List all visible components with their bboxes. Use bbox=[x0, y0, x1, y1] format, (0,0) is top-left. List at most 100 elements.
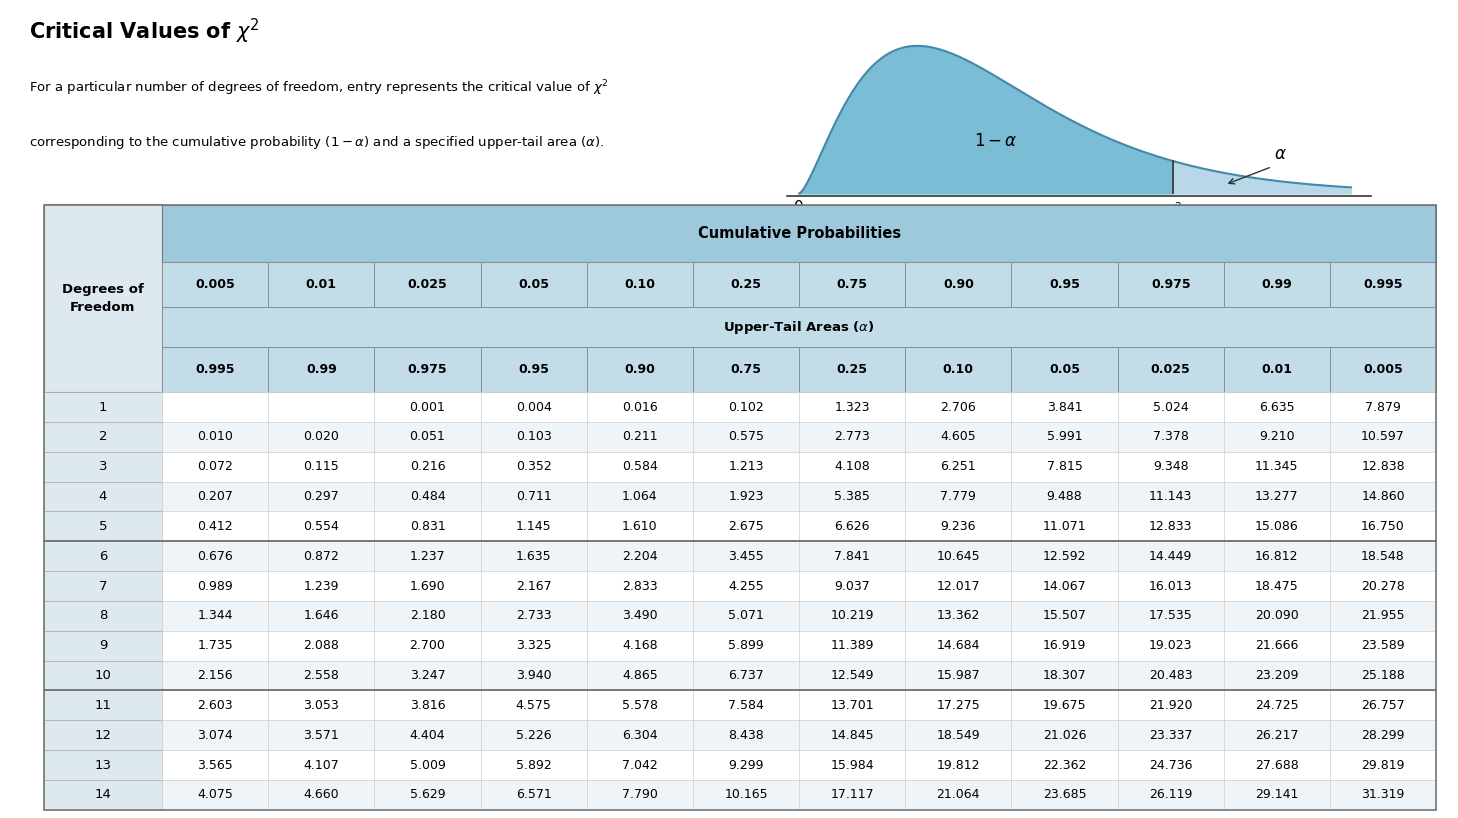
Text: 22.362: 22.362 bbox=[1042, 758, 1086, 771]
Bar bbox=[375, 262, 481, 308]
Text: 13: 13 bbox=[95, 758, 111, 771]
Bar bbox=[1223, 452, 1330, 482]
Bar bbox=[268, 347, 375, 392]
Text: 3.053: 3.053 bbox=[303, 699, 340, 712]
Bar bbox=[799, 780, 905, 810]
Text: 2.180: 2.180 bbox=[410, 609, 445, 622]
Bar bbox=[1118, 452, 1223, 482]
Text: 3.841: 3.841 bbox=[1047, 401, 1082, 414]
Bar bbox=[1012, 262, 1118, 308]
Text: $\alpha$: $\alpha$ bbox=[1273, 145, 1286, 163]
Text: 20.278: 20.278 bbox=[1362, 580, 1406, 592]
Text: 29.141: 29.141 bbox=[1255, 789, 1299, 802]
Text: 0.01: 0.01 bbox=[306, 278, 337, 291]
Text: 28.299: 28.299 bbox=[1362, 729, 1406, 742]
Bar bbox=[268, 542, 375, 571]
Text: 1.323: 1.323 bbox=[834, 401, 870, 414]
Text: 4.168: 4.168 bbox=[623, 639, 658, 652]
Bar bbox=[799, 571, 905, 601]
Bar bbox=[481, 661, 586, 690]
Text: 6.626: 6.626 bbox=[834, 520, 870, 533]
Text: 0.115: 0.115 bbox=[303, 461, 340, 474]
Text: 14.860: 14.860 bbox=[1362, 490, 1406, 503]
Bar bbox=[1223, 601, 1330, 631]
Text: 21.064: 21.064 bbox=[936, 789, 980, 802]
Bar bbox=[1330, 631, 1436, 661]
Bar bbox=[1118, 690, 1223, 721]
Bar bbox=[375, 482, 481, 511]
Text: 0.216: 0.216 bbox=[410, 461, 445, 474]
Text: 0.352: 0.352 bbox=[516, 461, 551, 474]
Bar bbox=[162, 542, 268, 571]
Bar bbox=[1330, 422, 1436, 452]
Text: 9.488: 9.488 bbox=[1047, 490, 1082, 503]
Bar bbox=[481, 601, 586, 631]
Bar bbox=[799, 601, 905, 631]
Text: 10.219: 10.219 bbox=[831, 609, 873, 622]
Bar bbox=[1330, 452, 1436, 482]
Text: 24.736: 24.736 bbox=[1149, 758, 1193, 771]
Text: 23.209: 23.209 bbox=[1255, 669, 1299, 682]
Bar bbox=[44, 571, 162, 601]
Text: 0.207: 0.207 bbox=[197, 490, 233, 503]
Bar bbox=[905, 631, 1012, 661]
Text: For a particular number of degrees of freedom, entry represents the critical val: For a particular number of degrees of fr… bbox=[29, 79, 609, 98]
Bar bbox=[693, 571, 799, 601]
Bar bbox=[1223, 542, 1330, 571]
Text: 9.348: 9.348 bbox=[1153, 461, 1188, 474]
Text: 0.010: 0.010 bbox=[197, 430, 233, 443]
Bar bbox=[586, 601, 693, 631]
Bar bbox=[693, 542, 799, 571]
Text: 26.119: 26.119 bbox=[1149, 789, 1193, 802]
Bar bbox=[1330, 482, 1436, 511]
Text: 0.676: 0.676 bbox=[197, 550, 233, 563]
Text: 12.833: 12.833 bbox=[1149, 520, 1193, 533]
Text: 7.790: 7.790 bbox=[623, 789, 658, 802]
Bar bbox=[586, 721, 693, 750]
Bar bbox=[1330, 262, 1436, 308]
Bar bbox=[375, 631, 481, 661]
Text: 13.277: 13.277 bbox=[1255, 490, 1299, 503]
Text: 4.255: 4.255 bbox=[728, 580, 764, 592]
Text: 1: 1 bbox=[99, 401, 108, 414]
Bar bbox=[162, 452, 268, 482]
Text: 0.005: 0.005 bbox=[1363, 363, 1403, 376]
Text: Degrees of
Freedom: Degrees of Freedom bbox=[63, 283, 144, 314]
Text: 1.237: 1.237 bbox=[410, 550, 445, 563]
Text: 0.995: 0.995 bbox=[195, 363, 235, 376]
Text: 5.899: 5.899 bbox=[728, 639, 764, 652]
Text: 3.565: 3.565 bbox=[197, 758, 233, 771]
Bar bbox=[162, 308, 1436, 347]
Text: 19.675: 19.675 bbox=[1042, 699, 1086, 712]
Bar bbox=[586, 542, 693, 571]
Bar bbox=[268, 392, 375, 422]
Bar bbox=[268, 571, 375, 601]
Text: 0.90: 0.90 bbox=[943, 278, 974, 291]
Bar bbox=[268, 422, 375, 452]
Bar bbox=[268, 631, 375, 661]
Bar bbox=[1223, 392, 1330, 422]
Text: 0.99: 0.99 bbox=[306, 363, 337, 376]
Text: 18.548: 18.548 bbox=[1362, 550, 1406, 563]
Text: 14.845: 14.845 bbox=[831, 729, 873, 742]
Text: 0.25: 0.25 bbox=[730, 278, 761, 291]
Bar bbox=[693, 422, 799, 452]
Text: 21.666: 21.666 bbox=[1255, 639, 1299, 652]
Bar bbox=[44, 542, 162, 571]
Bar bbox=[44, 690, 162, 721]
Text: 3.247: 3.247 bbox=[410, 669, 445, 682]
Text: 4: 4 bbox=[99, 490, 106, 503]
Bar bbox=[375, 750, 481, 780]
Bar bbox=[1223, 422, 1330, 452]
Text: 5.991: 5.991 bbox=[1047, 430, 1082, 443]
Text: 6.635: 6.635 bbox=[1260, 401, 1295, 414]
Text: 4.575: 4.575 bbox=[516, 699, 551, 712]
Bar bbox=[375, 542, 481, 571]
Text: 20.483: 20.483 bbox=[1149, 669, 1193, 682]
Text: 0.975: 0.975 bbox=[408, 363, 448, 376]
Bar bbox=[799, 690, 905, 721]
Bar bbox=[481, 452, 586, 482]
Bar bbox=[1118, 542, 1223, 571]
Bar bbox=[799, 422, 905, 452]
Bar bbox=[375, 422, 481, 452]
